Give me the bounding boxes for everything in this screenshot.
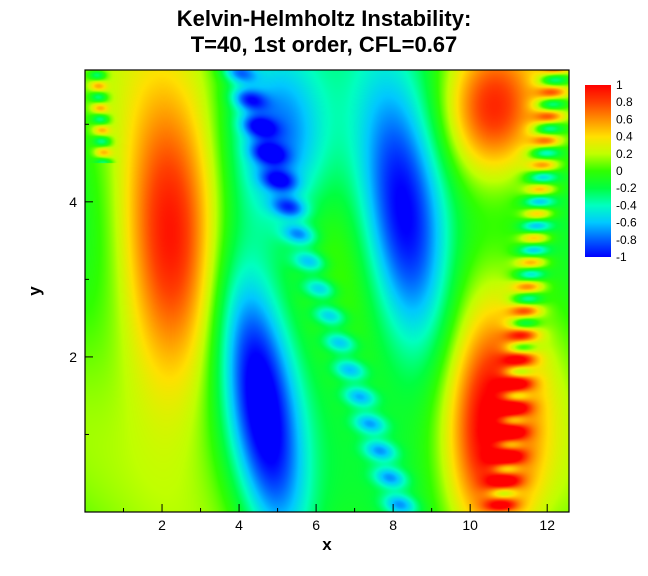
colorbar-tick-label: -0.2	[616, 181, 637, 195]
colorbar-tick-label: 0.6	[616, 112, 633, 126]
x-tick-label: 4	[235, 517, 243, 533]
colorbar-tick-label: -0.8	[616, 233, 637, 247]
y-tick-label: 4	[69, 194, 77, 210]
x-tick-label: 8	[389, 517, 397, 533]
colorbar-tick-label: -0.6	[616, 216, 637, 230]
colorbar-ticks: 1 0.8 0.6 0.4 0.2 0 -0.2 -0.4 -0.6 -0.8 -1	[616, 78, 637, 264]
colorbar-tick-label: 0	[616, 164, 623, 178]
colorbar-tick-label: 0.8	[616, 95, 633, 109]
colorbar-tick-label: 0.4	[616, 130, 633, 144]
y-axis-label: y	[25, 286, 44, 296]
colorbar-tick-label: 1	[616, 78, 623, 92]
x-tick-label: 10	[462, 517, 478, 533]
y-axis: 24	[69, 123, 93, 435]
colorbar-tick-label: 0.2	[616, 147, 633, 161]
x-axis: 2 4 6 8 10 12	[123, 504, 555, 533]
x-axis-label: x	[322, 535, 332, 554]
heatmap-field	[85, 70, 569, 512]
chart-title-line-1: Kelvin-Helmholtz Instability:	[176, 6, 472, 31]
plot-area	[85, 70, 569, 512]
x-tick-label: 2	[158, 517, 166, 533]
x-tick-label: 12	[539, 517, 555, 533]
x-tick-label: 6	[312, 517, 320, 533]
y-tick-label: 2	[69, 349, 77, 365]
colorbar-tick-label: -0.4	[616, 198, 637, 212]
plot-frame	[84, 69, 570, 513]
chart-title-line-2: T=40, 1st order, CFL=0.67	[190, 32, 458, 57]
colorbar	[585, 85, 611, 257]
colorbar-tick-label: -1	[616, 250, 627, 264]
chart-title: Kelvin-Helmholtz Instability: T=40, 1st …	[0, 6, 648, 58]
